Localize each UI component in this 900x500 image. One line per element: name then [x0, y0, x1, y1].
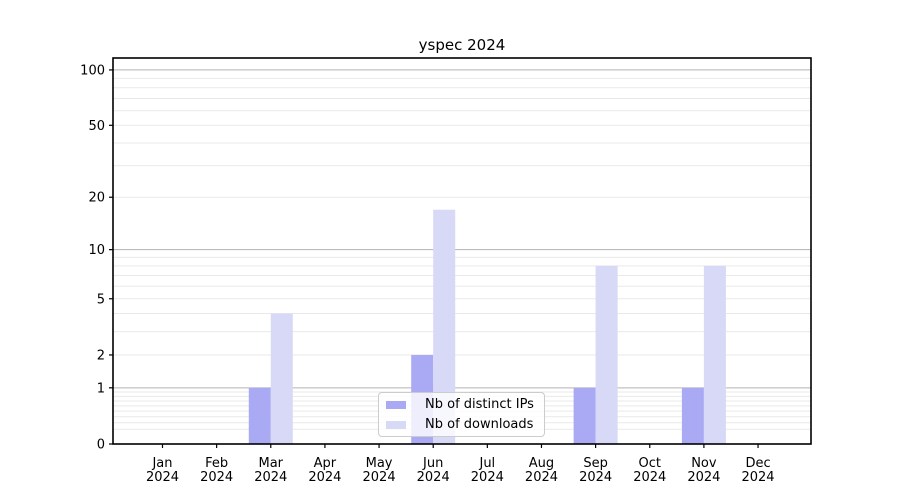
y-tick-label: 0 — [97, 438, 105, 453]
x-tick-year-label: 2024 — [741, 470, 774, 485]
x-tick-year-label: 2024 — [471, 470, 504, 485]
y-tick-label: 2 — [97, 348, 105, 363]
x-tick-year-label: 2024 — [363, 470, 396, 485]
bar-downloads — [595, 265, 618, 444]
x-tick-year-label: 2024 — [417, 470, 450, 485]
y-tick-label: 20 — [88, 191, 105, 206]
x-tick-label: Nov — [691, 456, 717, 471]
bar-distinct-ips — [248, 387, 271, 444]
x-tick-year-label: 2024 — [308, 470, 341, 485]
x-tick-label: Jun — [422, 456, 443, 471]
y-tick-label: 5 — [97, 292, 105, 307]
x-tick-year-label: 2024 — [579, 470, 612, 485]
y-tick-label: 10 — [88, 243, 105, 258]
y-tick-label: 100 — [80, 63, 105, 78]
plot-frame — [112, 57, 812, 445]
x-tick-year-label: 2024 — [633, 470, 666, 485]
legend-label-distinct-ips: Nb of distinct IPs — [425, 397, 534, 412]
chart-title: yspec 2024 — [418, 36, 506, 54]
legend-item-downloads: Nb of downloads — [386, 417, 537, 432]
x-tick-year-label: 2024 — [254, 470, 287, 485]
y-tick-label: 50 — [88, 119, 105, 134]
y-tick-label: 1 — [97, 381, 105, 396]
x-tick-label: Aug — [529, 456, 554, 471]
bar-downloads — [270, 313, 293, 444]
x-tick-year-label: 2024 — [200, 470, 233, 485]
x-tick-label: Jan — [151, 456, 172, 471]
x-tick-label: Oct — [639, 456, 661, 471]
x-tick-year-label: 2024 — [146, 470, 179, 485]
x-tick-label: Jul — [478, 456, 495, 471]
legend-label-downloads: Nb of downloads — [425, 417, 534, 432]
x-tick-year-label: 2024 — [687, 470, 720, 485]
x-tick-label: Mar — [259, 456, 284, 471]
x-tick-label: May — [366, 456, 393, 471]
x-tick-label: Apr — [314, 456, 337, 471]
bar-downloads — [703, 265, 726, 444]
legend-swatch-downloads — [386, 420, 406, 429]
x-tick-year-label: 2024 — [525, 470, 558, 485]
bar-downloads — [433, 209, 456, 444]
x-tick-label: Sep — [583, 456, 608, 471]
x-tick-label: Feb — [205, 456, 228, 471]
legend-swatch-distinct-ips — [386, 400, 406, 409]
legend-item-distinct-ips: Nb of distinct IPs — [386, 397, 537, 412]
legend: Nb of distinct IPs Nb of downloads — [378, 392, 545, 437]
x-tick-label: Dec — [745, 456, 770, 471]
bar-distinct-ips — [681, 387, 704, 444]
bar-distinct-ips — [573, 387, 596, 444]
